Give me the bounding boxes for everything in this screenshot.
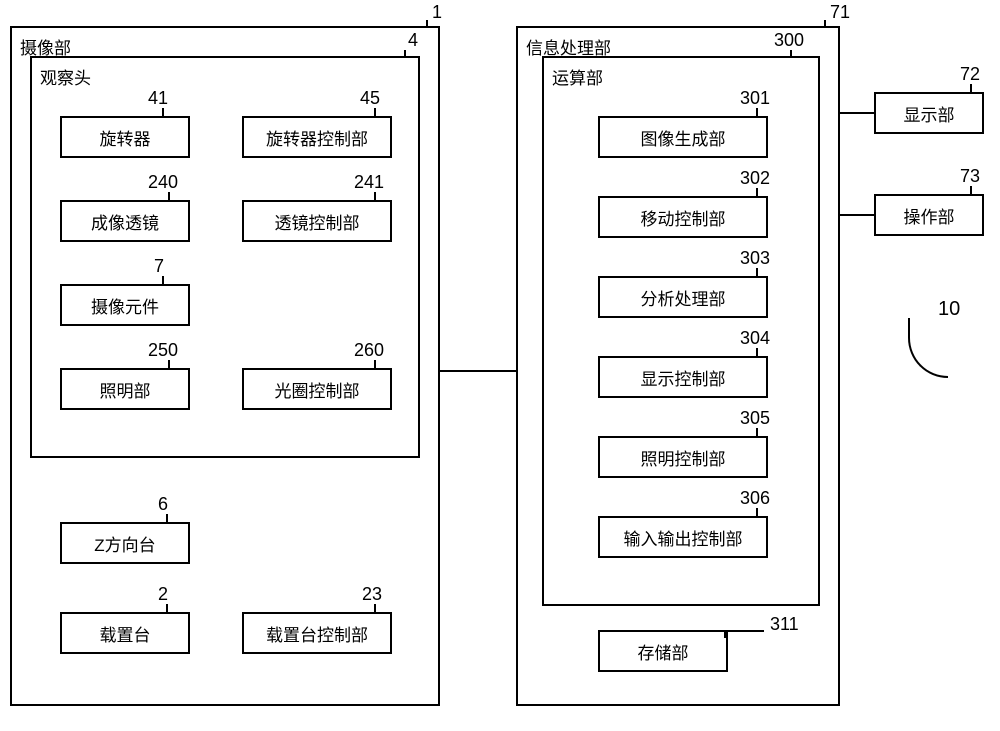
ref-display: 72 [960,64,980,85]
block-rot-ctrl: 旋转器控制部 [242,116,392,158]
block-imaging-lens-label: 成像透镜 [91,209,159,234]
leader-rot-ctrl [374,108,376,118]
block-z-stage: Z方向台 [60,522,190,564]
ref-illum: 250 [148,340,178,361]
block-io-ctrl: 输入输出控制部 [598,516,768,558]
leader-rotator [162,108,164,118]
block-lens-ctrl-label: 透镜控制部 [275,209,360,234]
diagram-canvas: 摄像部 1 观察头 4 旋转器 41 旋转器控制部 45 成像透镜 240 透镜… [0,0,1000,731]
block-imaging-lens: 成像透镜 [60,200,190,242]
ref-imaging-lens: 240 [148,172,178,193]
block-analysis-label: 分析处理部 [641,285,726,310]
connector-imaging-info [440,370,516,372]
block-z-stage-label: Z方向台 [94,531,155,556]
ref-info-proc: 71 [830,2,850,23]
ref-analysis: 303 [740,248,770,269]
leader-display [970,84,972,94]
leader-illum [168,360,170,370]
block-display: 显示部 [874,92,984,134]
block-operate: 操作部 [874,194,984,236]
leader-io-ctrl [756,508,758,518]
leader-z-stage [166,514,168,524]
ref-illum-ctrl: 305 [740,408,770,429]
block-illum: 照明部 [60,368,190,410]
block-disp-ctrl-label: 显示控制部 [641,365,726,390]
leader-storage-h [724,630,764,632]
ref-calc: 300 [774,30,804,51]
ref-img-sensor: 7 [154,256,164,277]
block-illum-ctrl-label: 照明控制部 [641,445,726,470]
connector-info-operate [840,214,874,216]
block-stage-ctrl-label: 载置台控制部 [266,621,368,646]
ref-obs-head: 4 [408,30,418,51]
block-stage-ctrl: 载置台控制部 [242,612,392,654]
block-io-ctrl-label: 输入输出控制部 [624,525,743,550]
block-img-sensor-label: 摄像元件 [91,293,159,318]
leader-stage [166,604,168,614]
leader-system [908,318,948,378]
block-storage-label: 存储部 [638,639,689,664]
block-disp-ctrl: 显示控制部 [598,356,768,398]
ref-rot-ctrl: 45 [360,88,380,109]
block-move-ctrl: 移动控制部 [598,196,768,238]
ref-lens-ctrl: 241 [354,172,384,193]
block-rot-ctrl-label: 旋转器控制部 [266,125,368,150]
block-display-label: 显示部 [904,101,955,126]
block-img-sensor: 摄像元件 [60,284,190,326]
leader-stage-ctrl [374,604,376,614]
block-img-gen: 图像生成部 [598,116,768,158]
leader-lens-ctrl [374,192,376,202]
block-move-ctrl-label: 移动控制部 [641,205,726,230]
block-lens-ctrl: 透镜控制部 [242,200,392,242]
block-illum-label: 照明部 [100,377,151,402]
ref-rotator: 41 [148,88,168,109]
leader-img-sensor [162,276,164,286]
ref-stage-ctrl: 23 [362,584,382,605]
leader-disp-ctrl [756,348,758,358]
ref-move-ctrl: 302 [740,168,770,189]
leader-illum-ctrl [756,428,758,438]
block-aperture-ctrl: 光圈控制部 [242,368,392,410]
block-storage: 存储部 [598,630,728,672]
block-operate-label: 操作部 [904,203,955,228]
connector-info-display [840,112,874,114]
ref-imaging: 1 [432,2,442,23]
leader-imaging [426,20,428,28]
block-analysis: 分析处理部 [598,276,768,318]
leader-calc [790,50,792,58]
ref-z-stage: 6 [158,494,168,515]
leader-img-gen [756,108,758,118]
ref-stage: 2 [158,584,168,605]
ref-storage: 311 [770,614,799,635]
block-img-gen-label: 图像生成部 [641,125,726,150]
block-stage: 载置台 [60,612,190,654]
ref-io-ctrl: 306 [740,488,770,509]
block-aperture-ctrl-label: 光圈控制部 [275,377,360,402]
ref-operate: 73 [960,166,980,187]
leader-info-proc [824,20,826,28]
block-rotator-label: 旋转器 [100,125,151,150]
group-calc-title: 运算部 [552,64,603,89]
leader-operate [970,186,972,196]
leader-move-ctrl [756,188,758,198]
ref-img-gen: 301 [740,88,770,109]
ref-aperture-ctrl: 260 [354,340,384,361]
block-rotator: 旋转器 [60,116,190,158]
group-obs-head-title: 观察头 [40,64,91,89]
block-illum-ctrl: 照明控制部 [598,436,768,478]
leader-imaging-lens [168,192,170,202]
ref-disp-ctrl: 304 [740,328,770,349]
leader-analysis [756,268,758,278]
leader-aperture-ctrl [374,360,376,370]
leader-obs-head [404,50,406,58]
block-stage-label: 载置台 [100,621,151,646]
